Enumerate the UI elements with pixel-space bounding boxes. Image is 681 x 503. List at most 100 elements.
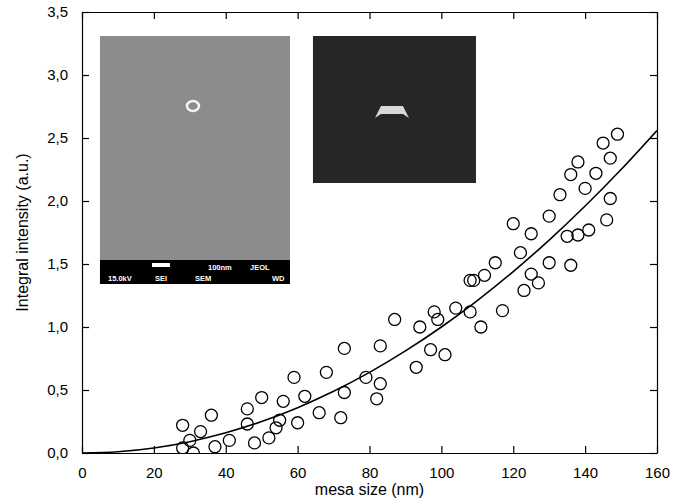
- x-axis: 020406080100120140160: [78, 446, 670, 481]
- x-axis-top: [83, 12, 658, 19]
- y-axis-right: [650, 13, 658, 454]
- tick-mark: [298, 12, 299, 19]
- tick-label: 1,0: [47, 318, 68, 335]
- afm-feature: [375, 106, 409, 118]
- tick: 80: [362, 446, 379, 481]
- tick: [585, 12, 586, 19]
- tick-mark: [82, 12, 89, 13]
- point: [292, 417, 304, 429]
- point: [270, 422, 282, 434]
- tick: [226, 12, 227, 19]
- tick-mark: [650, 264, 657, 265]
- tick-label: 3,0: [47, 66, 68, 83]
- point: [195, 426, 207, 438]
- point: [489, 257, 501, 269]
- inset-label: SEM: [195, 274, 211, 283]
- point: [597, 137, 609, 149]
- tick: [298, 12, 299, 19]
- tick-mark: [82, 390, 89, 391]
- point: [525, 228, 537, 240]
- tick-label: 140: [573, 464, 598, 481]
- y-axis-title: Integral intensity (a.u.): [14, 153, 31, 311]
- tick: [650, 453, 657, 454]
- point: [205, 409, 217, 421]
- point: [223, 434, 235, 446]
- point: [507, 218, 519, 230]
- point: [554, 189, 566, 201]
- point: [374, 378, 386, 390]
- marks: [82, 128, 657, 453]
- insets: 100nmJEOL15.0kVSEISEMWD: [100, 36, 476, 284]
- tick: 60: [290, 446, 307, 481]
- tick-label: 2,5: [47, 129, 68, 146]
- afm-image: [313, 36, 476, 183]
- point: [249, 437, 261, 449]
- point: [604, 192, 616, 204]
- point: [256, 392, 268, 404]
- point: [414, 321, 426, 333]
- tick: 120: [501, 446, 526, 481]
- point: [277, 395, 289, 407]
- point: [572, 156, 584, 168]
- tick: [650, 201, 657, 202]
- tick: 3,0: [47, 66, 89, 83]
- point: [611, 128, 623, 140]
- tick-mark: [82, 75, 89, 76]
- tick-mark: [650, 390, 657, 391]
- point: [187, 447, 199, 453]
- tick: [370, 12, 371, 19]
- tick: [650, 12, 657, 13]
- tick-mark: [369, 446, 370, 453]
- tick-mark: [650, 327, 657, 328]
- tick-label: 2,0: [47, 192, 68, 209]
- plot: 0204060801001201401600,00,51,01,52,02,53…: [47, 3, 670, 480]
- inset-label: WD: [272, 274, 285, 283]
- y-axis-right-line: [657, 13, 658, 454]
- tick-label: 0,0: [47, 444, 68, 461]
- point: [450, 302, 462, 314]
- tick-label: 80: [362, 464, 379, 481]
- point: [320, 366, 332, 378]
- tick-mark: [650, 453, 657, 454]
- tick-mark: [82, 138, 89, 139]
- tick-label: 3,5: [47, 3, 68, 20]
- y-axis: 0,0 0,5 1,0 1,5 2,0 2,5 3,0 3,5: [47, 3, 89, 461]
- point: [313, 407, 325, 419]
- tick-mark: [154, 12, 155, 19]
- point: [561, 230, 573, 242]
- point: [177, 419, 189, 431]
- tick: [650, 264, 657, 265]
- tick: [650, 75, 657, 76]
- tick: [513, 12, 514, 19]
- tick-mark: [298, 446, 299, 453]
- point: [464, 306, 476, 318]
- point: [335, 412, 347, 424]
- tick-label: 40: [218, 464, 235, 481]
- tick: [650, 390, 657, 391]
- tick: 140: [573, 446, 598, 481]
- tick: [441, 12, 442, 19]
- tick-label: 0: [78, 464, 86, 481]
- point: [241, 403, 253, 415]
- point: [518, 284, 530, 296]
- tick-mark: [650, 75, 657, 76]
- point: [374, 340, 386, 352]
- point: [479, 269, 491, 281]
- tick: 2,5: [47, 129, 89, 146]
- tick-mark: [441, 12, 442, 19]
- point: [288, 371, 300, 383]
- tick: 0,5: [47, 381, 89, 398]
- sem-info-bar: [100, 260, 290, 284]
- point: [496, 305, 508, 317]
- inset-label: 100nm: [208, 263, 232, 272]
- point: [432, 313, 444, 325]
- sem-image: [100, 36, 290, 284]
- tick: 1,5: [47, 255, 89, 272]
- tick-label: 120: [501, 464, 526, 481]
- fit-line: [82, 130, 657, 453]
- point: [410, 361, 422, 373]
- tick: [650, 327, 657, 328]
- x-axis-line: [83, 453, 658, 454]
- tick-label: 160: [645, 464, 670, 481]
- tick: 100: [429, 446, 454, 481]
